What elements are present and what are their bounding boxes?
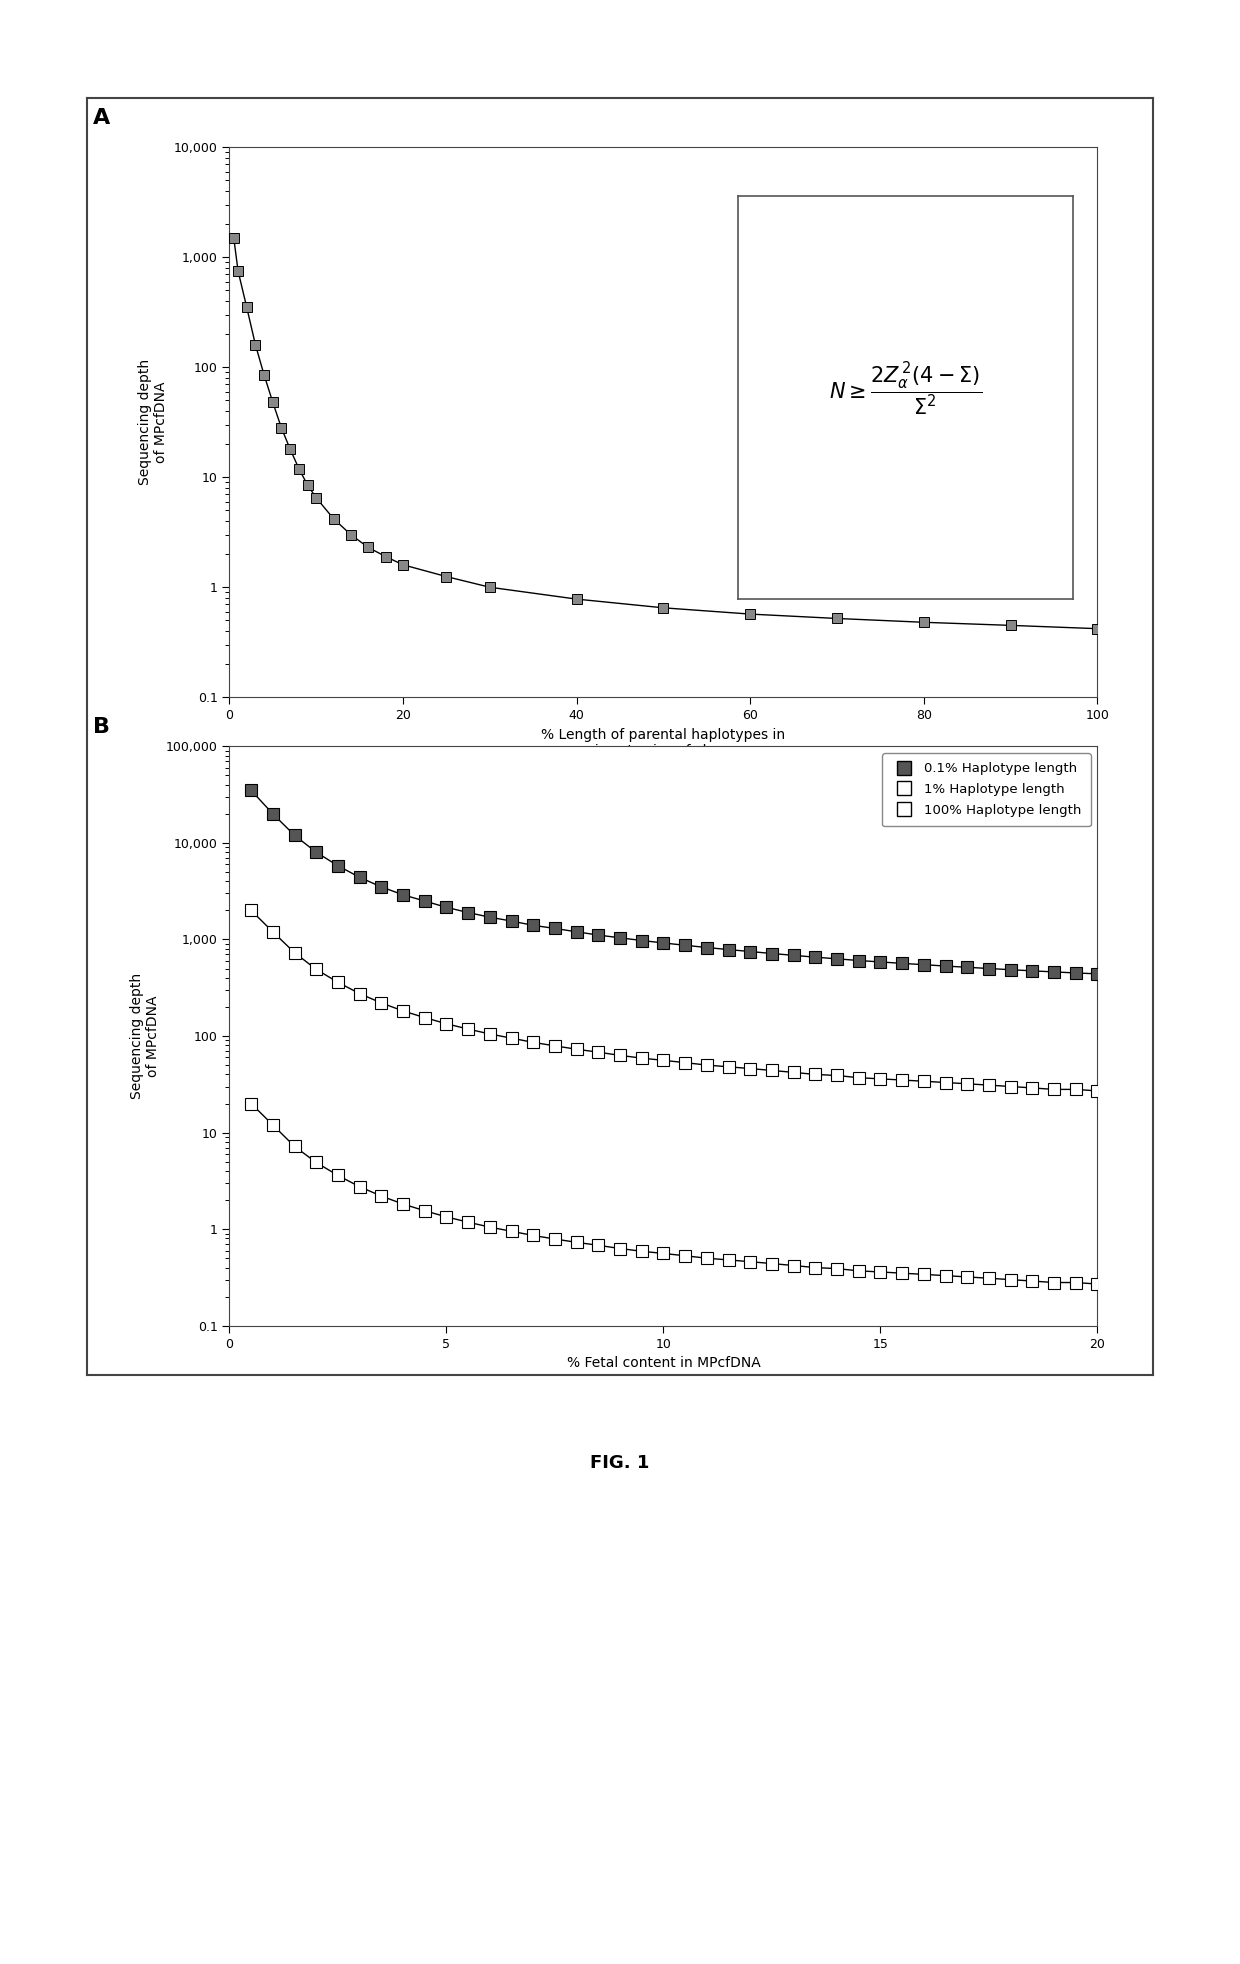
Text: FIG. 1: FIG. 1 (590, 1453, 650, 1473)
X-axis label: % Length of parental haplotypes in
comparison to size of chromosome: % Length of parental haplotypes in compa… (542, 727, 785, 758)
Y-axis label: Sequencing depth
of MPcfDNA: Sequencing depth of MPcfDNA (138, 359, 169, 485)
Text: B: B (93, 717, 110, 736)
X-axis label: % Fetal content in MPcfDNA: % Fetal content in MPcfDNA (567, 1355, 760, 1371)
Y-axis label: Sequencing depth
of MPcfDNA: Sequencing depth of MPcfDNA (130, 972, 160, 1100)
Legend: 0.1% Haplotype length, 1% Haplotype length, 100% Haplotype length: 0.1% Haplotype length, 1% Haplotype leng… (882, 752, 1091, 827)
Text: A: A (93, 108, 110, 128)
Text: $N \geq \dfrac{2Z_{\alpha}^{\,2}(4-\Sigma)}{\Sigma^{2}}$: $N \geq \dfrac{2Z_{\alpha}^{\,2}(4-\Sigm… (828, 361, 982, 418)
